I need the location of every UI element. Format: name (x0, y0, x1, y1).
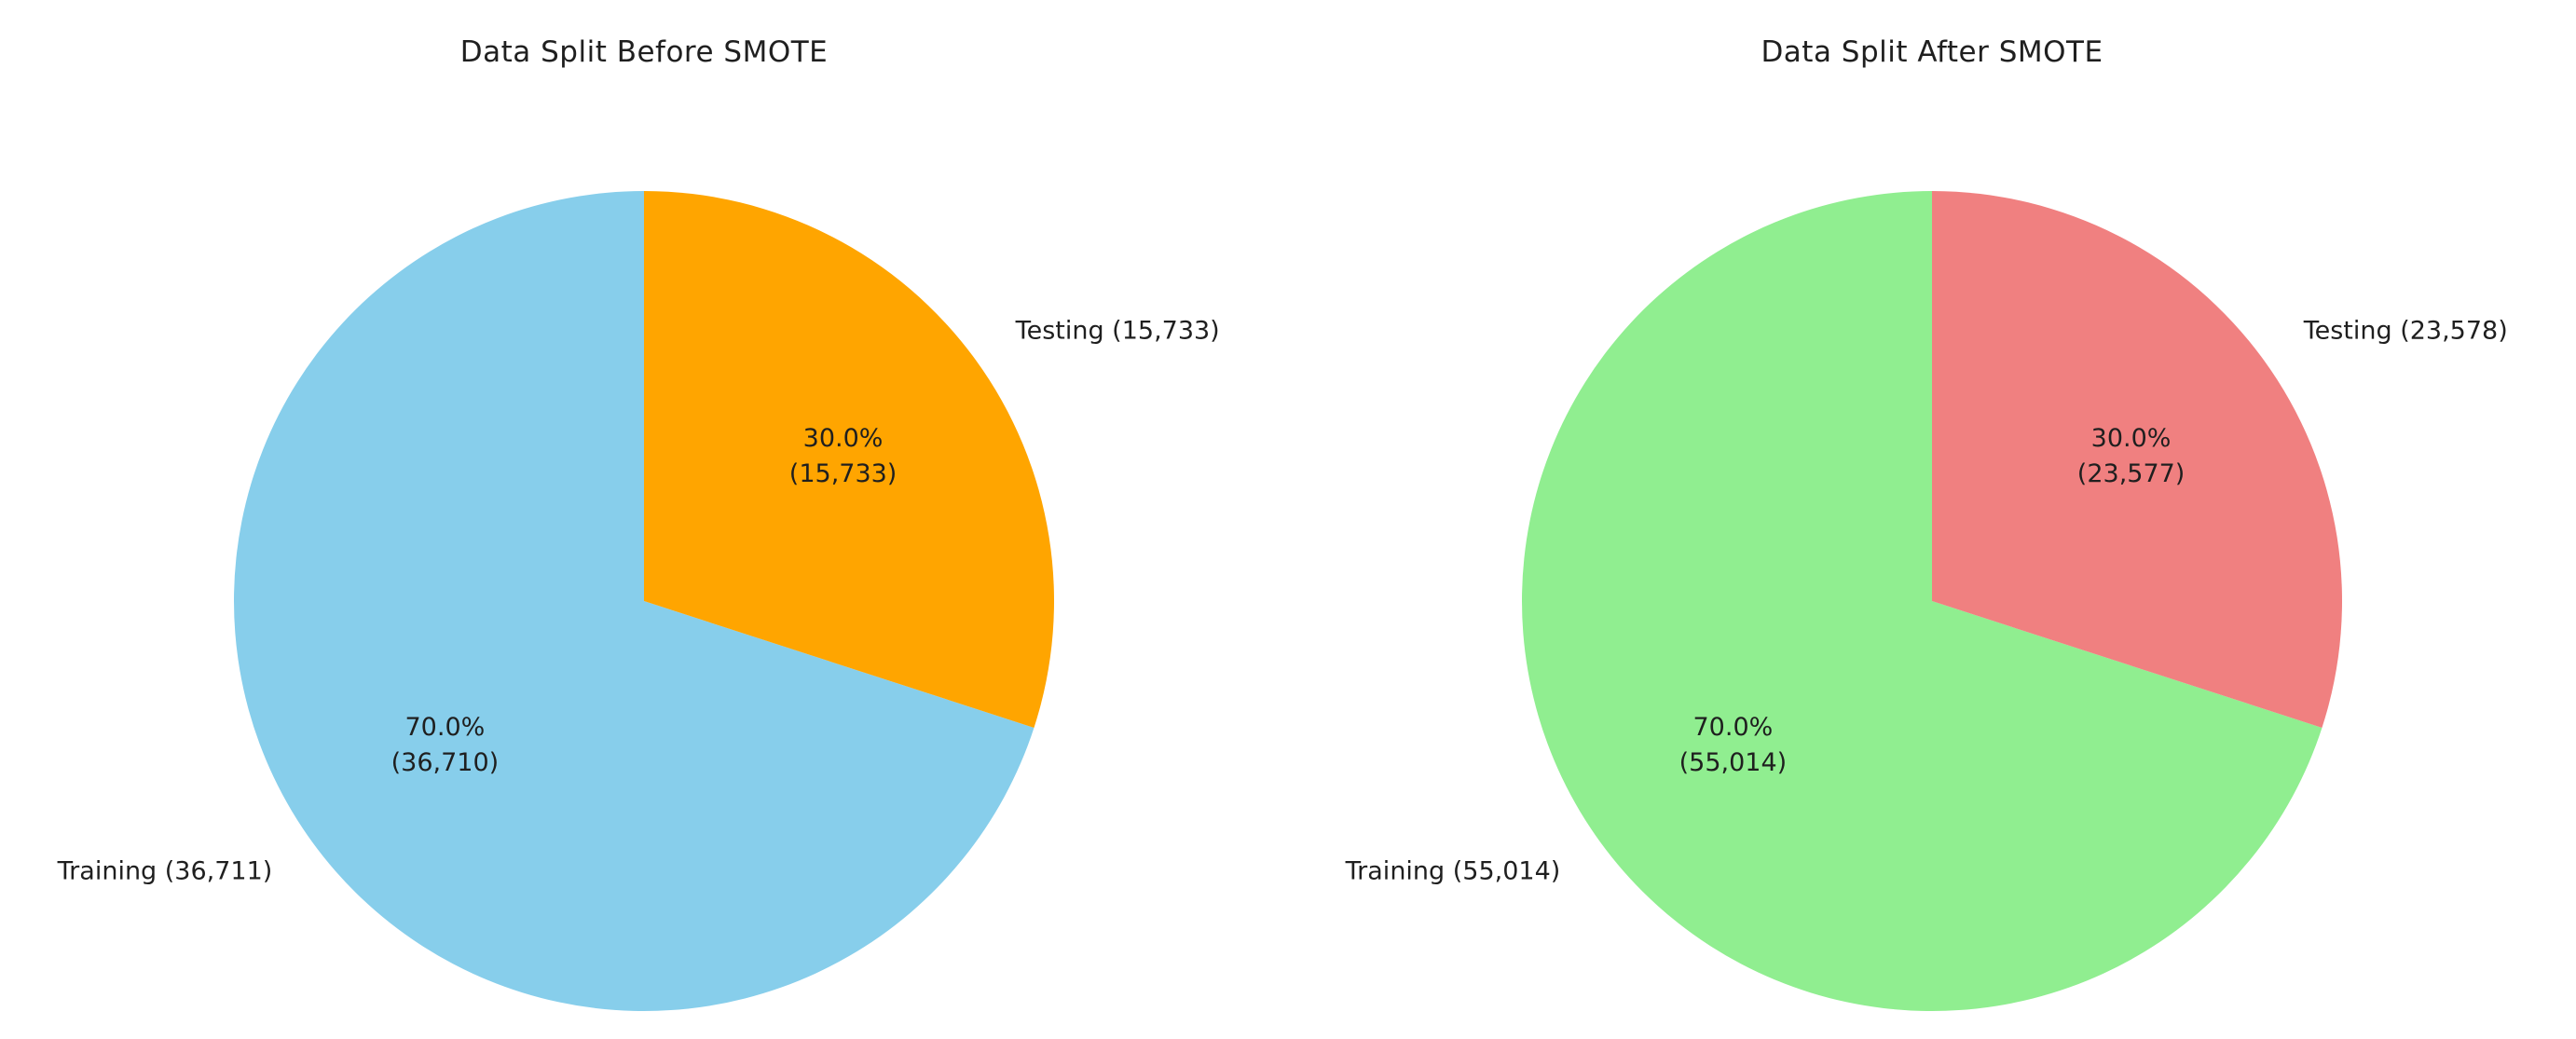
pie-slice-testing (1932, 191, 2342, 728)
slice-count-text: (23,577) (2076, 458, 2185, 488)
slice-count-text: (55,014) (1679, 748, 1788, 778)
chart-panel-before-smote: Data Split Before SMOTE 70.0% (36,710) Tra… (58, 35, 1220, 1030)
pie-slice-testing (644, 191, 1055, 728)
slice-percent-label-training: 70.0% (36,710) (391, 710, 500, 781)
slice-label-training: Training (55,014) (1345, 856, 1561, 886)
chart-panel-after-smote: Data Split After SMOTE 70.0% (55,014) Trai… (1288, 0, 2576, 1039)
slice-count-text: (15,733) (788, 458, 897, 488)
slice-label-testing: Testing (15,733) (1015, 316, 1220, 346)
slice-percent-text: 30.0% (2090, 424, 2172, 454)
slice-percent-text: 70.0% (404, 713, 486, 743)
slice-percent-text: 70.0% (1692, 713, 1774, 743)
pie-chart-after-smote: 70.0% (55,014) Training (55,014) 30.0% (23,5… (1346, 172, 2508, 1030)
slice-label-training: Training (36,711) (57, 856, 273, 886)
pie-slice-training (234, 191, 1035, 1011)
slice-label-testing: Testing (23,578) (2303, 316, 2508, 346)
slice-count-text: (36,710) (391, 748, 500, 778)
slice-percent-text: 30.0% (802, 424, 884, 454)
slice-percent-label-testing: 30.0% (15,733) (789, 421, 897, 492)
slice-percent-label-training: 70.0% (55,014) (1679, 710, 1788, 781)
chart-title-before-smote: Data Split Before SMOTE (459, 35, 829, 69)
pie-slice-training (1521, 191, 2323, 1011)
pie-svg (1521, 191, 2342, 1011)
chart-title-after-smote: Data Split After SMOTE (1761, 35, 2103, 69)
pie-chart-before-smote: 70.0% (36,710) Training (36,711) 30.0% (15,7… (58, 172, 1220, 1030)
pie-svg (234, 191, 1055, 1011)
slice-percent-label-testing: 30.0% (23,577) (2077, 421, 2185, 492)
